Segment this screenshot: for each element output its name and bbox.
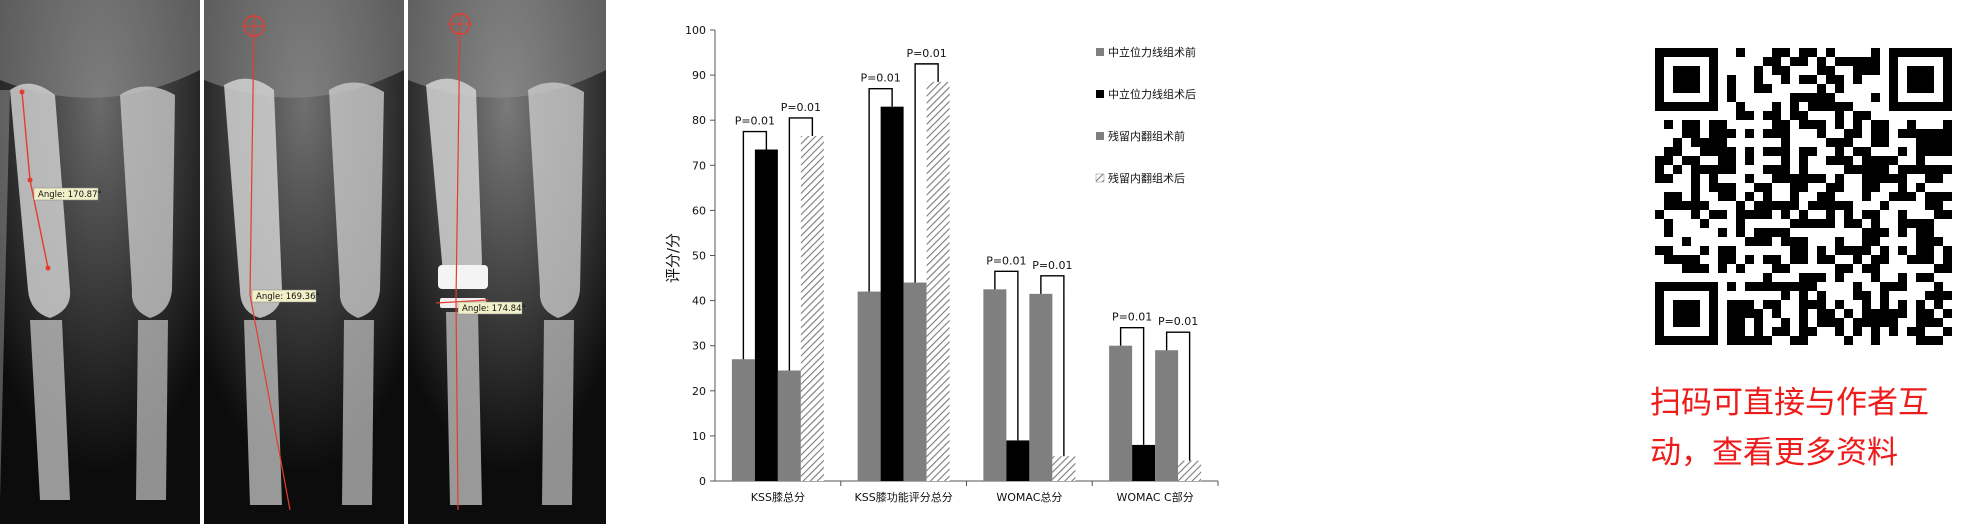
- significance-bracket: [868, 87, 893, 292]
- legend-label: 中立位力线组术前: [1108, 45, 1196, 59]
- significance-bracket: [994, 270, 1019, 441]
- p-value-label: P=0.01: [1158, 315, 1198, 328]
- y-tick-label: 40: [692, 295, 706, 308]
- y-tick-label: 30: [692, 340, 706, 353]
- bar: [1052, 456, 1076, 481]
- y-tick-label: 70: [692, 159, 706, 172]
- bar: [903, 282, 927, 481]
- bar: [777, 370, 801, 481]
- p-value-label: P=0.01: [906, 47, 946, 60]
- legend-label: 残留内翻组术后: [1108, 171, 1185, 185]
- bar: [926, 81, 950, 482]
- y-tick-label: 100: [685, 24, 706, 37]
- y-tick-label: 80: [692, 114, 706, 127]
- legend-swatch: [1096, 48, 1104, 56]
- y-tick-label: 10: [692, 430, 706, 443]
- y-axis-label: 评分/分: [664, 233, 682, 283]
- x-tick-label: WOMAC C部分: [1117, 490, 1194, 504]
- x-tick-label: KSS膝总分: [751, 490, 805, 504]
- bar: [1178, 460, 1202, 481]
- qr-finder: [1673, 66, 1700, 93]
- p-value-label: P=0.01: [1032, 259, 1072, 272]
- significance-bracket: [914, 63, 939, 283]
- p-value-label: P=0.01: [735, 115, 775, 128]
- legend-label: 残留内翻组术前: [1108, 129, 1185, 143]
- p-value-label: P=0.01: [860, 72, 900, 85]
- xray-panel-2: Angle: 169.36°: [204, 0, 404, 524]
- angle-label-2: Angle: 169.36°: [256, 292, 320, 302]
- legend-swatch: [1096, 132, 1104, 140]
- bar: [731, 359, 755, 481]
- qr-modules: [1655, 48, 1952, 345]
- y-tick-label: 50: [692, 250, 706, 263]
- y-tick-label: 90: [692, 69, 706, 82]
- bar-chart: 评分/分 0 10 20 30 40 50 60 70 80 90 100 KSS膝总分 P=0.01 P…: [664, 24, 1219, 504]
- bar: [983, 289, 1007, 481]
- qr-finder: [1673, 300, 1700, 327]
- qr-finder: [1907, 66, 1934, 93]
- angle-label-3: Angle: 174.84°: [462, 304, 526, 314]
- p-value-label: P=0.01: [1112, 311, 1152, 324]
- significance-bracket: [1119, 327, 1145, 445]
- qr-code-icon: [1655, 48, 1952, 345]
- significance-bracket: [788, 117, 814, 371]
- bar: [800, 135, 824, 482]
- qr-caption-line-1: 扫码可直接与作者互: [1650, 385, 1929, 421]
- bar: [1132, 444, 1156, 481]
- qr-code[interactable]: [1655, 48, 1952, 345]
- bar: [880, 106, 904, 482]
- xray-panel-1: Angle: 170.87°: [0, 0, 200, 524]
- p-value-label: P=0.01: [986, 254, 1026, 267]
- qr-caption-line-2: 动，查看更多资料: [1650, 435, 1898, 471]
- significance-bracket: [1040, 275, 1065, 457]
- significance-bracket: [742, 130, 768, 360]
- bar: [1155, 350, 1179, 481]
- legend-swatch: [1095, 173, 1105, 183]
- y-tick-label: 60: [692, 204, 706, 217]
- angle-label-1: Angle: 170.87°: [38, 190, 102, 200]
- x-tick-label: KSS膝功能评分总分: [855, 490, 953, 504]
- significance-bracket: [1165, 331, 1191, 461]
- y-tick-label: 0: [699, 475, 706, 488]
- x-tick-label: WOMAC总分: [996, 490, 1062, 504]
- xray-panel-3: Angle: 174.84°: [408, 0, 606, 524]
- legend-label: 中立位力线组术后: [1108, 87, 1196, 101]
- legend-swatch: [1096, 90, 1104, 98]
- bar: [857, 291, 881, 481]
- bar: [1109, 345, 1133, 481]
- y-axis-title: 评分/分: [664, 233, 682, 283]
- bar: [1029, 293, 1053, 481]
- qr-caption: 扫码可直接与作者互 动，查看更多资料: [1650, 378, 1967, 478]
- bar: [754, 149, 778, 481]
- bar: [1006, 440, 1030, 481]
- y-tick-label: 20: [692, 385, 706, 398]
- p-value-label: P=0.01: [781, 101, 821, 114]
